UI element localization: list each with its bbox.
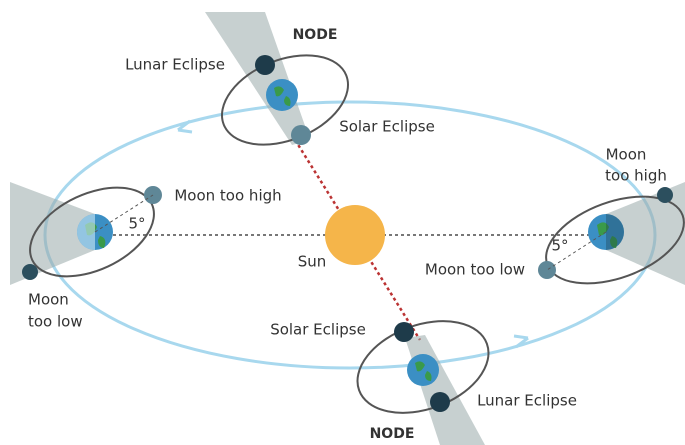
moon	[22, 264, 38, 280]
moon	[657, 187, 673, 203]
moon-too-high-label: too high	[605, 167, 667, 185]
moon-too-low-label: Moon	[28, 291, 69, 309]
moon	[255, 55, 275, 75]
moon	[430, 392, 450, 412]
angle-label: 5°	[551, 237, 568, 255]
moon-too-high-label: Moon too high	[174, 187, 281, 205]
eclipse-diagram: NODE Lunar Eclipse Solar Eclipse Moon to…	[0, 0, 685, 445]
moon	[394, 322, 414, 342]
angle-label: 5°	[128, 215, 145, 233]
shadow-cone	[405, 335, 485, 445]
moon	[291, 125, 311, 145]
lunar-eclipse-label: Lunar Eclipse	[477, 392, 577, 410]
earth	[266, 79, 298, 111]
moon-too-low-label: Moon too low	[425, 261, 525, 279]
earth	[407, 354, 439, 386]
moon-too-low-label: too low	[28, 313, 83, 331]
moon-too-high-label: Moon	[606, 146, 647, 164]
solar-eclipse-label: Solar Eclipse	[270, 321, 366, 339]
lunar-eclipse-label: Lunar Eclipse	[125, 56, 225, 74]
solar-eclipse-label: Solar Eclipse	[339, 118, 435, 136]
sun	[325, 205, 385, 265]
sun-label: Sun	[298, 253, 327, 271]
node-label: NODE	[293, 27, 338, 43]
node-label: NODE	[370, 426, 415, 442]
